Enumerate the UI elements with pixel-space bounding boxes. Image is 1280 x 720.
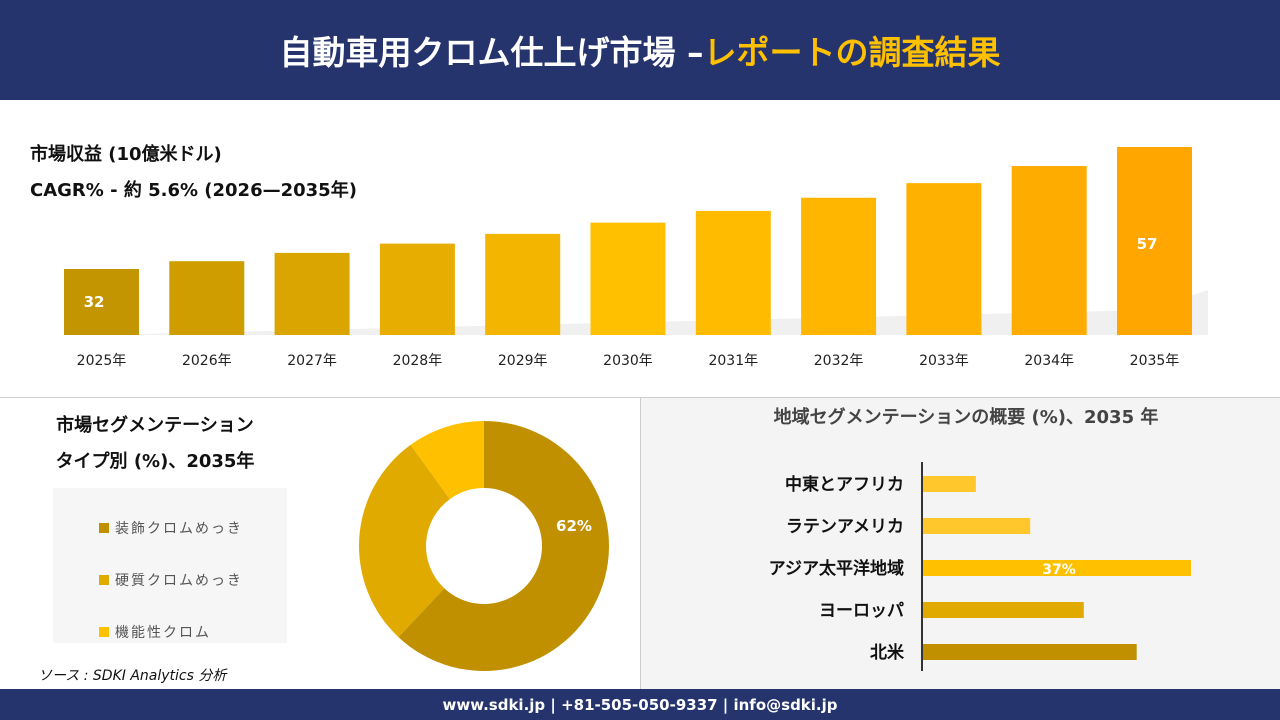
year-tick-label: 2035年 xyxy=(1130,353,1180,369)
revenue-bar xyxy=(169,261,245,335)
year-tick-label: 2029年 xyxy=(498,353,548,369)
type-segment-title: 市場セグメンテーション タイプ別 (%)、2035年 xyxy=(20,408,290,480)
region-bar xyxy=(923,602,1084,618)
type-donut-chart: 62% xyxy=(359,421,609,671)
legend-label: 機能性クロム xyxy=(115,625,211,641)
legend-item: 硬質クロムめっき xyxy=(99,554,287,606)
region-label: 中東とアフリカ xyxy=(785,474,904,495)
region-label: アジア太平洋地域 xyxy=(769,558,904,579)
legend-item: 装飾クロムめっき xyxy=(99,502,287,554)
type-title-line1: 市場セグメンテーション xyxy=(56,415,254,436)
year-tick-label: 2025年 xyxy=(77,353,127,369)
type-title-line2: タイプ別 (%)、2035年 xyxy=(55,451,255,472)
region-panel: 地域セグメンテーションの概要 (%)、2035 年 xyxy=(640,398,1280,689)
source-note: ソース : SDKI Analytics 分析 xyxy=(38,668,227,684)
divider xyxy=(0,397,1280,398)
region-label: ラテンアメリカ xyxy=(786,517,904,537)
year-tick-label: 2034年 xyxy=(1024,353,1074,369)
region-title: 地域セグメンテーションの概要 (%)、2035 年 xyxy=(773,407,1159,428)
legend-item: 機能性クロム xyxy=(99,606,287,658)
region-label: 北米 xyxy=(870,642,905,663)
footer-contact: www.sdki.jp | +81-505-050-9337 | info@sd… xyxy=(0,689,1280,720)
revenue-bar xyxy=(274,252,350,335)
revenue-bar xyxy=(590,222,666,335)
region-bar xyxy=(923,644,1137,660)
title-accent: レポートの調査結果 xyxy=(703,33,1001,72)
bar-data-label: 32 xyxy=(84,293,105,311)
donut-legend: 装飾クロムめっき 硬質クロムめっき 機能性クロム xyxy=(53,488,287,643)
revenue-label: 市場収益 (10億米ドル) xyxy=(30,144,222,165)
legend-swatch xyxy=(99,523,109,533)
revenue-bar xyxy=(906,183,982,335)
revenue-bar xyxy=(801,197,877,335)
region-bar xyxy=(923,476,976,492)
cagr-label: CAGR% - 約 5.6% (2026—2035年) xyxy=(30,180,357,201)
legend-swatch xyxy=(99,575,109,585)
region-label: ヨーロッパ xyxy=(819,601,904,621)
revenue-bar xyxy=(695,210,771,335)
year-tick-label: 2026年 xyxy=(182,353,232,369)
donut-slice xyxy=(398,421,609,671)
legend-label: 硬質クロムめっき xyxy=(115,573,243,589)
year-tick-label: 2030年 xyxy=(603,353,653,369)
revenue-bar xyxy=(485,233,561,335)
legend-label: 装飾クロムめっき xyxy=(115,521,243,537)
region-bar xyxy=(923,560,1191,576)
year-tick-label: 2031年 xyxy=(708,353,758,369)
region-bar xyxy=(923,518,1031,534)
donut-slice xyxy=(410,421,484,500)
bar-data-label: 57 xyxy=(1137,235,1158,253)
bar-data-label: 37% xyxy=(1042,562,1076,578)
donut-slice xyxy=(359,444,450,638)
revenue-bar xyxy=(379,243,455,335)
revenue-bar xyxy=(1117,147,1192,335)
revenue-bar-chart: 2025年 32 2026年 2027年 2028年 2029年 2030年 2031年 203… xyxy=(64,147,1208,369)
page-header: 自動車用クロム仕上げ市場 – レポートの調査結果 xyxy=(0,0,1280,100)
year-tick-label: 2032年 xyxy=(814,353,864,369)
revenue-bar xyxy=(1011,166,1087,335)
title-main: 自動車用クロム仕上げ市場 – xyxy=(279,33,704,72)
year-tick-label: 2027年 xyxy=(287,353,337,369)
year-tick-label: 2033年 xyxy=(919,353,969,369)
slice-data-label: 62% xyxy=(556,517,592,535)
legend-swatch xyxy=(99,627,109,637)
revenue-bar xyxy=(64,269,139,335)
year-tick-label: 2028年 xyxy=(393,353,443,369)
